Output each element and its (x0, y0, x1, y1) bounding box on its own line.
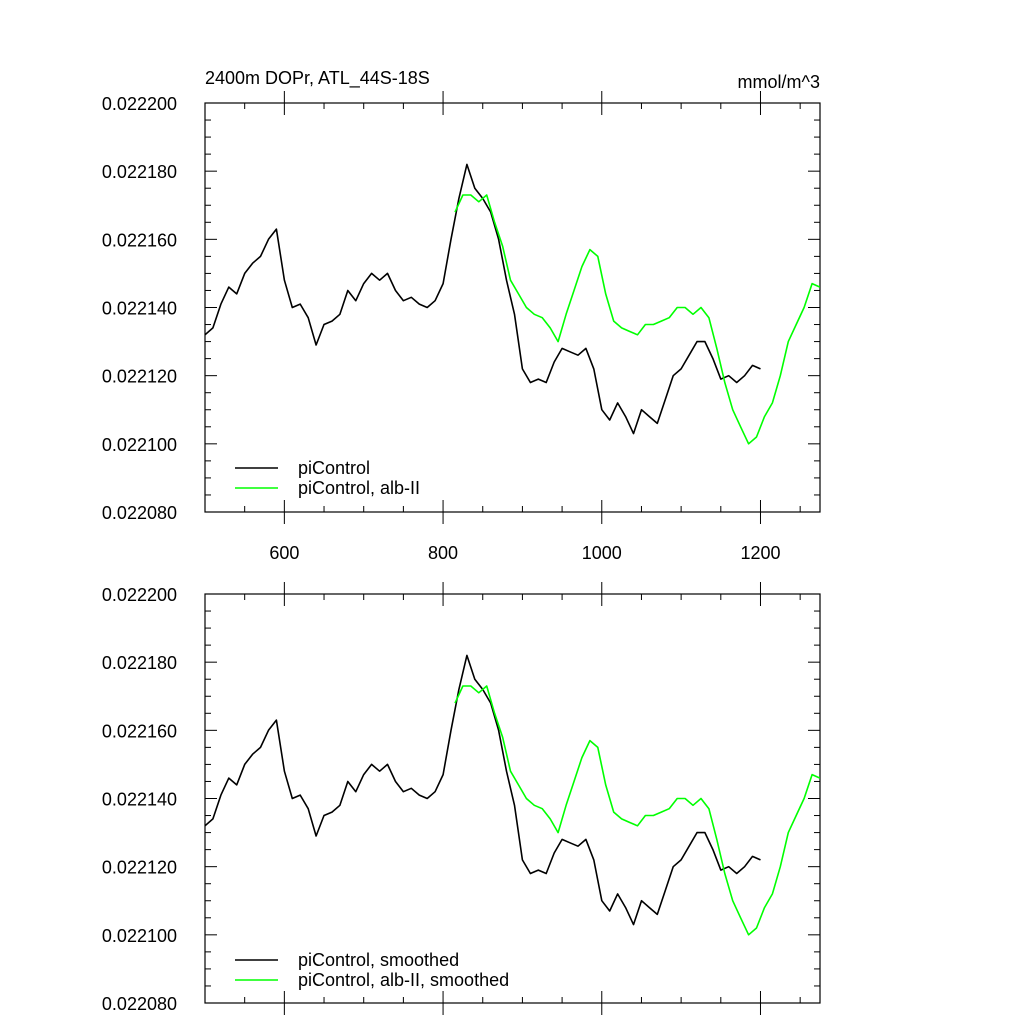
series-group (205, 163, 820, 445)
top-panel-title: 2400m DOPr, ATL_44S-18S (205, 68, 430, 89)
legend-label: piControl, alb-II (298, 478, 420, 498)
y-tick-label: 0.022080 (102, 503, 177, 523)
y-tick-label: 0.022140 (102, 299, 177, 319)
y-tick-label: 0.022100 (102, 435, 177, 455)
panel-1: 0.022080 0.022100 0.022120 0.022140 0.022160… (102, 91, 821, 563)
series-line-picontrol (205, 163, 761, 435)
y-tick-label: 0.022180 (102, 653, 177, 673)
legend-label: piControl, smoothed (298, 950, 459, 970)
x-tick-label: 800 (428, 543, 458, 563)
series-group (205, 654, 820, 936)
x-tick-label: 1000 (582, 543, 622, 563)
y-tick-label: 0.022180 (102, 162, 177, 182)
y-tick-label: 0.022100 (102, 926, 177, 946)
legend-label: piControl, alb-II, smoothed (298, 970, 509, 990)
y-tick-label: 0.022120 (102, 367, 177, 387)
y-tick-label: 0.022160 (102, 721, 177, 741)
y-tick-label: 0.022120 (102, 858, 177, 878)
y-tick-label: 0.022200 (102, 94, 177, 114)
y-tick-label: 0.022200 (102, 585, 177, 605)
series-line-picontrol (205, 654, 761, 926)
series-line-alb-ii (454, 685, 820, 936)
legend-label: piControl (298, 458, 370, 478)
y-tick-label: 0.022080 (102, 994, 177, 1014)
x-tick-label: 1200 (740, 543, 780, 563)
panels-group: 0.022080 0.022100 0.022120 0.022140 0.022160… (102, 91, 821, 1015)
y-tick-label: 0.022160 (102, 230, 177, 250)
series-line-alb-ii (454, 194, 820, 445)
panel-2: 0.022080 0.022100 0.022120 0.022140 0.022160… (102, 582, 821, 1015)
y-tick-label: 0.022140 (102, 790, 177, 810)
top-panel-units: mmol/m^3 (738, 72, 820, 92)
x-tick-label: 600 (269, 543, 299, 563)
